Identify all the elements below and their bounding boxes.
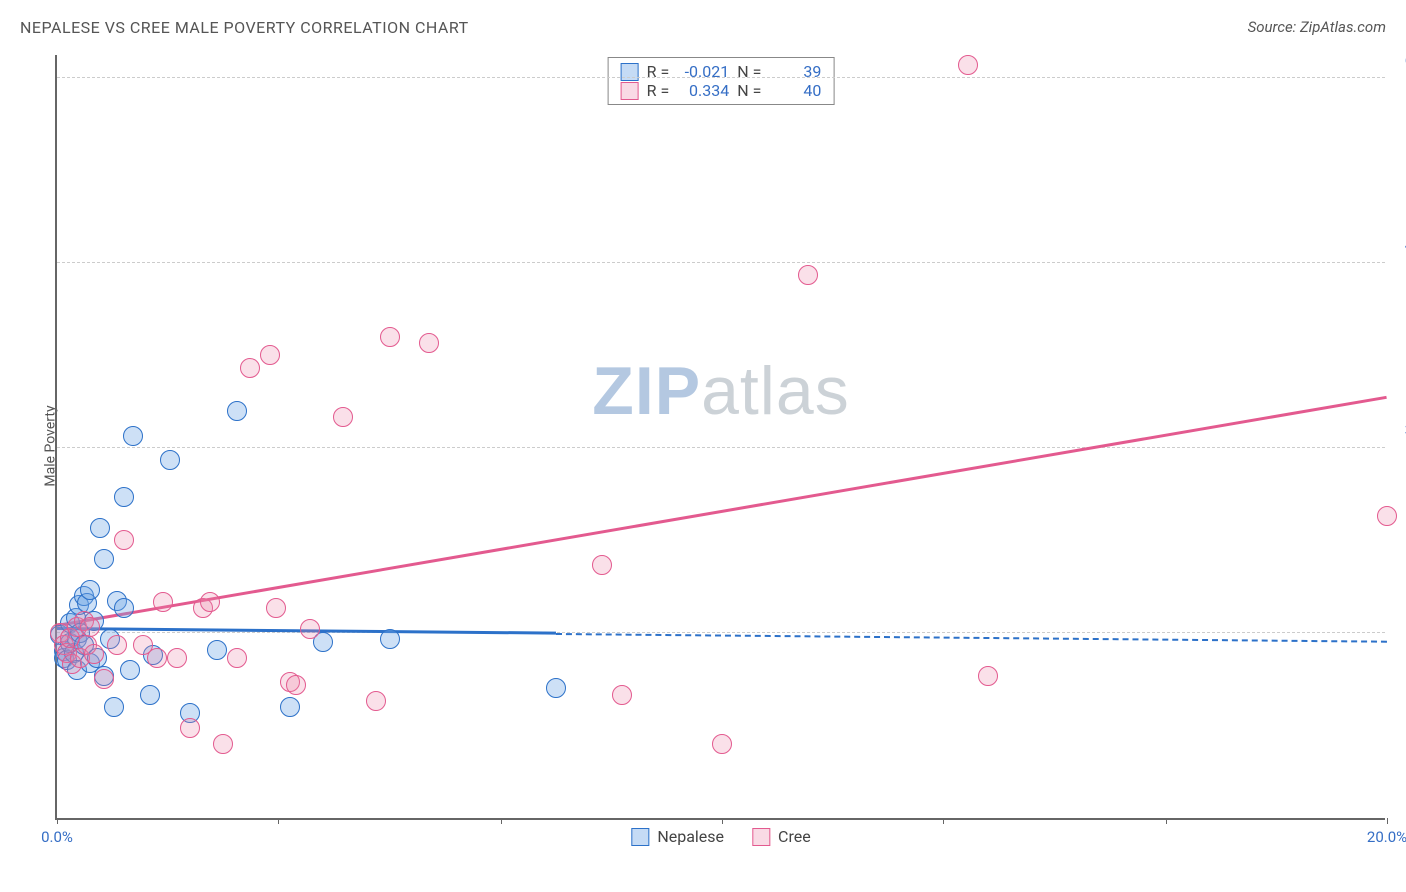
chart-title: NEPALESE VS CREE MALE POVERTY CORRELATIO… <box>20 18 469 37</box>
point-nepalese <box>80 580 100 600</box>
point-cree <box>266 598 286 618</box>
stat-R-label-2: R = <box>647 81 670 100</box>
stat-R-cree: 0.334 <box>677 81 729 100</box>
point-cree <box>978 666 998 686</box>
point-nepalese <box>380 629 400 649</box>
point-cree <box>592 555 612 575</box>
point-cree <box>227 648 247 668</box>
point-cree <box>84 644 104 664</box>
point-nepalese <box>104 697 124 717</box>
stats-box: R = -0.021 N = 39 R = 0.334 N = 40 <box>608 57 835 105</box>
trend-cree <box>57 396 1387 627</box>
point-cree <box>260 345 280 365</box>
legend-swatch-nepalese-icon <box>631 828 649 846</box>
stats-row-nepalese: R = -0.021 N = 39 <box>621 62 822 81</box>
point-cree <box>153 592 173 612</box>
x-tick-mark <box>943 818 944 824</box>
point-nepalese <box>280 697 300 717</box>
x-tick-label: 20.0% <box>1367 828 1406 846</box>
stat-N-cree: 40 <box>769 81 821 100</box>
stats-row-cree: R = 0.334 N = 40 <box>621 81 822 100</box>
point-nepalese <box>207 640 227 660</box>
point-cree <box>366 691 386 711</box>
trend-nepalese-dashed <box>556 633 1387 643</box>
point-nepalese <box>140 685 160 705</box>
point-cree <box>213 734 233 754</box>
x-tick-label: 0.0% <box>41 828 73 846</box>
x-tick-mark <box>1387 818 1388 824</box>
stat-N-label: N = <box>737 62 761 81</box>
stat-R-label: R = <box>647 62 670 81</box>
gridline-h <box>57 447 1385 448</box>
gridline-h <box>57 262 1385 263</box>
point-cree <box>380 327 400 347</box>
point-cree <box>286 675 306 695</box>
point-cree <box>612 685 632 705</box>
point-nepalese <box>123 426 143 446</box>
legend-item-cree: Cree <box>752 827 811 846</box>
point-nepalese <box>94 549 114 569</box>
point-nepalese <box>114 598 134 618</box>
point-nepalese <box>114 487 134 507</box>
stat-N-label-2: N = <box>737 81 761 100</box>
x-tick-mark <box>1166 818 1167 824</box>
point-nepalese <box>90 518 110 538</box>
point-cree <box>80 617 100 637</box>
point-cree <box>107 635 127 655</box>
point-nepalese <box>120 660 140 680</box>
point-cree <box>147 648 167 668</box>
point-cree <box>114 530 134 550</box>
x-tick-mark <box>722 818 723 824</box>
point-cree <box>1377 506 1397 526</box>
point-cree <box>180 718 200 738</box>
point-cree <box>167 648 187 668</box>
point-nepalese <box>227 401 247 421</box>
x-tick-mark <box>278 818 279 824</box>
x-tick-mark <box>57 818 58 824</box>
legend-swatch-cree-icon <box>752 828 770 846</box>
legend-label-nepalese: Nepalese <box>657 827 724 846</box>
gridline-h <box>57 77 1385 78</box>
watermark-bold: ZIP <box>592 353 701 429</box>
point-cree <box>300 619 320 639</box>
watermark: ZIPatlas <box>592 352 849 430</box>
watermark-rest: atlas <box>701 353 850 429</box>
point-cree <box>712 734 732 754</box>
point-nepalese <box>160 450 180 470</box>
swatch-cree-icon <box>621 82 639 100</box>
point-cree <box>958 55 978 75</box>
swatch-nepalese-icon <box>621 63 639 81</box>
plot-area: ZIPatlas R = -0.021 N = 39 R = 0.334 N =… <box>55 55 1385 820</box>
source-label: Source: ZipAtlas.com <box>1248 18 1386 36</box>
chart-container: NEPALESE VS CREE MALE POVERTY CORRELATIO… <box>0 0 1406 892</box>
point-cree <box>333 407 353 427</box>
gridline-h <box>57 632 1385 633</box>
point-cree <box>240 358 260 378</box>
point-cree <box>419 333 439 353</box>
legend-bottom: Nepalese Cree <box>631 827 810 846</box>
x-tick-mark <box>501 818 502 824</box>
stat-N-nepalese: 39 <box>769 62 821 81</box>
point-cree <box>200 592 220 612</box>
stat-R-nepalese: -0.021 <box>677 62 729 81</box>
point-nepalese <box>546 678 566 698</box>
legend-item-nepalese: Nepalese <box>631 827 724 846</box>
point-cree <box>798 265 818 285</box>
legend-label-cree: Cree <box>778 827 811 846</box>
point-cree <box>94 669 114 689</box>
